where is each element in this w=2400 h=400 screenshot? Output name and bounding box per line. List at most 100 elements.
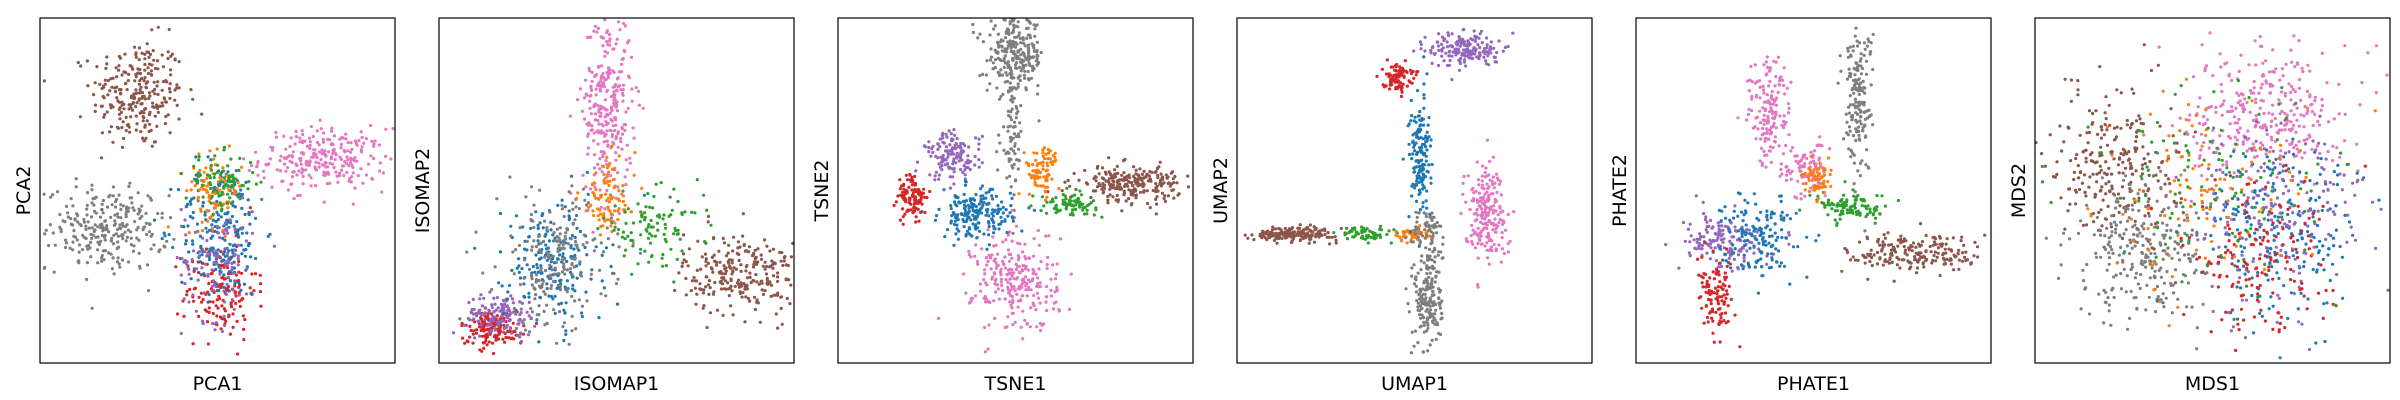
data-point — [590, 88, 594, 92]
data-point — [1046, 157, 1050, 161]
data-point — [211, 212, 215, 216]
data-point — [711, 292, 716, 296]
data-point — [1422, 106, 1426, 110]
data-point — [202, 178, 206, 183]
data-point — [702, 193, 706, 197]
data-point — [179, 207, 183, 212]
data-point — [90, 236, 94, 240]
data-point — [243, 212, 247, 217]
data-point — [1009, 139, 1013, 143]
data-point — [949, 221, 953, 225]
data-point — [506, 329, 510, 333]
data-point — [359, 148, 363, 152]
data-point — [986, 228, 990, 232]
data-point — [896, 194, 900, 198]
data-point — [92, 229, 96, 234]
data-point — [197, 152, 201, 156]
data-point — [607, 170, 611, 174]
data-point — [179, 331, 183, 335]
data-point — [102, 258, 106, 262]
data-point — [511, 310, 515, 314]
data-point — [1023, 255, 1027, 259]
data-point — [768, 265, 772, 269]
data-point — [577, 207, 582, 211]
data-point — [632, 173, 636, 177]
data-point — [1026, 26, 1030, 30]
data-point — [745, 276, 750, 280]
data-point — [224, 292, 228, 296]
data-point — [1031, 55, 1035, 59]
data-point — [87, 243, 91, 248]
data-point — [991, 67, 995, 71]
data-point — [963, 168, 967, 172]
data-point — [597, 131, 601, 135]
data-point — [131, 101, 135, 105]
data-point — [236, 228, 240, 232]
data-point — [498, 211, 503, 216]
point-cluster — [920, 179, 1036, 251]
data-point — [59, 230, 63, 234]
data-point — [989, 256, 993, 260]
data-point — [240, 271, 244, 275]
data-point — [113, 219, 117, 223]
data-point — [562, 308, 566, 312]
data-point — [937, 316, 941, 320]
data-point — [1020, 229, 1024, 233]
data-point — [1012, 277, 1016, 281]
data-point — [1006, 248, 1011, 252]
data-point — [99, 256, 104, 260]
data-point — [212, 186, 216, 190]
data-point — [1039, 184, 1043, 188]
data-point — [761, 264, 765, 268]
data-point — [1007, 159, 1011, 163]
data-point — [345, 170, 349, 175]
data-point — [624, 221, 628, 225]
data-point — [1317, 235, 1321, 239]
data-point — [707, 214, 711, 218]
data-point — [765, 264, 769, 269]
data-point — [1010, 285, 1014, 289]
data-point — [1296, 232, 1301, 236]
data-point — [140, 214, 144, 218]
data-point — [573, 299, 577, 303]
data-point — [1154, 169, 1158, 174]
data-point — [971, 30, 976, 34]
data-point — [938, 137, 942, 141]
data-point — [591, 230, 595, 234]
data-point — [1422, 142, 1426, 146]
data-point — [100, 202, 104, 206]
data-point — [220, 207, 224, 211]
data-point — [969, 205, 973, 209]
data-point — [129, 230, 133, 234]
data-point — [616, 85, 620, 89]
data-point — [229, 221, 233, 225]
data-point — [1423, 175, 1428, 179]
data-point — [230, 248, 234, 252]
data-point — [1038, 161, 1042, 165]
data-point — [585, 240, 589, 245]
data-point — [1006, 125, 1010, 129]
data-point — [569, 174, 574, 178]
data-point — [351, 165, 355, 169]
data-point — [775, 275, 780, 279]
data-point — [956, 218, 960, 222]
data-point — [648, 232, 652, 236]
data-point — [1003, 325, 1007, 330]
data-point — [229, 174, 233, 178]
data-point — [235, 319, 239, 323]
data-point — [238, 197, 242, 201]
data-point — [89, 240, 93, 244]
data-point — [1422, 330, 1426, 334]
data-point — [611, 243, 615, 247]
data-point — [342, 148, 346, 153]
data-point — [1020, 14, 1023, 17]
data-point — [1044, 295, 1048, 299]
data-point — [744, 284, 748, 288]
data-point — [1415, 135, 1419, 139]
data-point — [92, 209, 97, 213]
data-point — [1426, 323, 1430, 327]
data-point — [200, 229, 205, 233]
data-point — [573, 235, 577, 240]
data-point — [728, 265, 732, 269]
data-point — [240, 206, 244, 210]
